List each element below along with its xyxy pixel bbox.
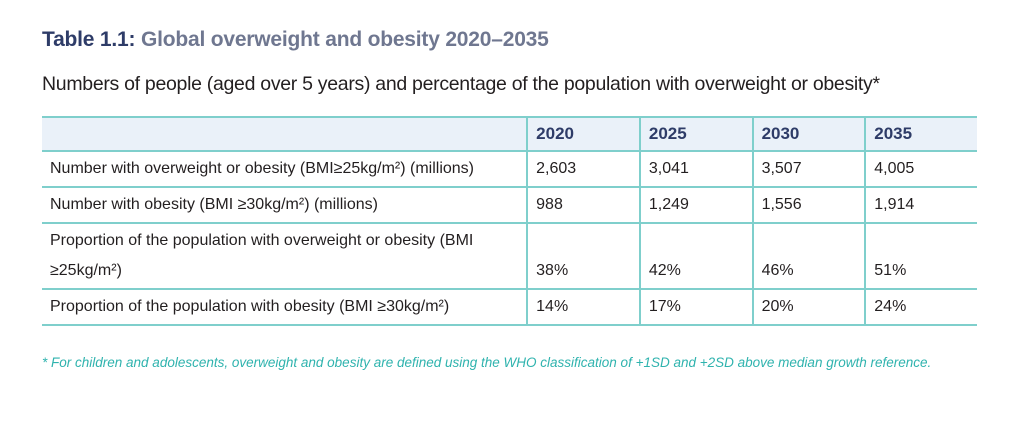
obesity-table: 2020 2025 2030 2035 Number with overweig… [42,116,977,326]
cell: 46% [751,222,866,290]
cell: 17% [638,288,753,326]
table-title: Table 1.1: Global overweight and obesity… [42,28,549,52]
row-label: Number with obesity (BMI ≥30kg/m²) (mill… [42,186,528,224]
cell: 2,603 [526,150,640,188]
table-row: Number with obesity (BMI ≥30kg/m²) (mill… [42,186,977,224]
cell: 42% [638,222,753,290]
row-label: Proportion of the population with obesit… [42,288,528,326]
row-label-text: Proportion of the population with overwe… [50,232,474,279]
header-2035: 2035 [864,116,977,152]
table-row: Proportion of the population with obesit… [42,288,977,326]
cell: 3,041 [638,150,753,188]
row-label-text: Number with overweight or obesity (BMI≥2… [50,160,475,177]
table-number: Table 1.1: [42,28,136,51]
header-2025: 2025 [638,116,753,152]
table-subtitle: Numbers of people (aged over 5 years) an… [42,73,880,95]
cell: 1,249 [638,186,753,224]
table-title-text: Global overweight and obesity 2020–2035 [135,28,549,51]
cell: 1,556 [751,186,866,224]
cell: 988 [526,186,640,224]
row-label: Number with overweight or obesity (BMI≥2… [42,150,528,188]
header-2020: 2020 [526,116,640,152]
header-2030: 2030 [751,116,866,152]
cell: 38% [526,222,640,290]
cell: 51% [864,222,977,290]
cell: 3,507 [751,150,866,188]
header-empty [42,116,528,152]
row-label: Proportion of the population with overwe… [42,222,528,290]
cell: 20% [751,288,866,326]
cell: 1,914 [864,186,977,224]
cell: 24% [864,288,977,326]
table-row: Proportion of the population with overwe… [42,222,977,290]
header-row: 2020 2025 2030 2035 [42,116,977,152]
table-row: Number with overweight or obesity (BMI≥2… [42,150,977,188]
cell: 14% [526,288,640,326]
footnote: * For children and adolescents, overweig… [42,355,932,370]
cell: 4,005 [864,150,977,188]
